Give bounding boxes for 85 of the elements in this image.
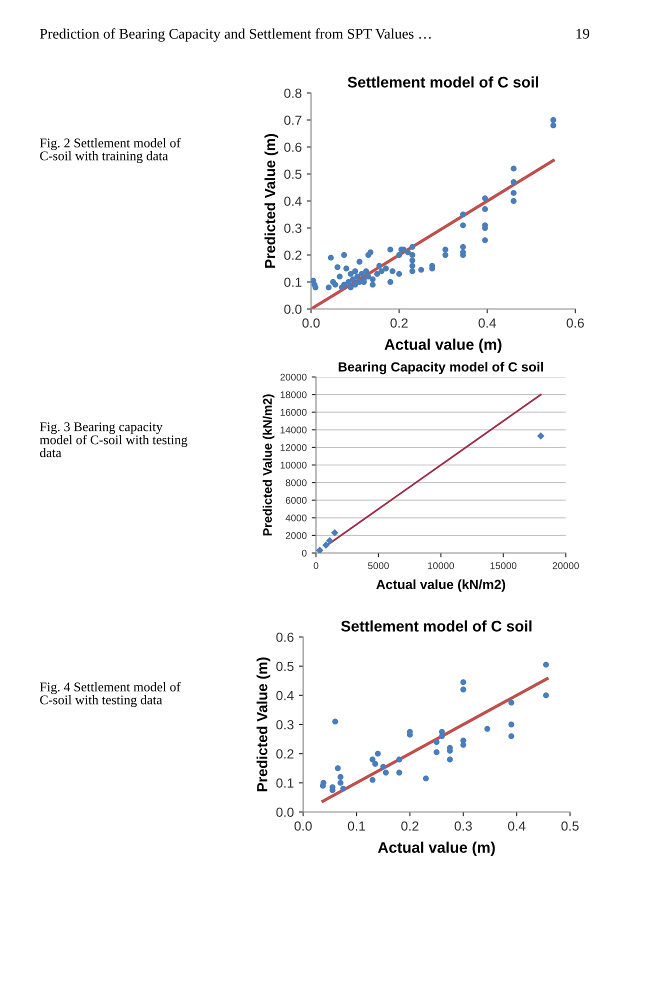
y-tick-label: 0.3 <box>284 224 302 233</box>
y-axis-title: Predicted Value (m) <box>256 658 270 792</box>
text: Prediction of Bearing Capacity and Settlement from SPT Values … <box>40 28 431 42</box>
y-tick-label: 0.4 <box>284 196 302 206</box>
point <box>434 749 440 756</box>
point <box>508 722 514 728</box>
point <box>396 770 402 776</box>
point <box>543 692 549 698</box>
point <box>380 764 386 770</box>
y-tick-label: 4000 <box>286 514 307 522</box>
y-tick-label: 10000 <box>280 462 307 469</box>
x-tick-label: 10000 <box>428 562 454 570</box>
point <box>446 756 453 762</box>
point <box>508 733 514 740</box>
y-tick-label: 14000 <box>280 426 307 434</box>
caption: Fig. 2 Settlement model of C-soil with training data <box>40 138 181 164</box>
point <box>326 537 334 544</box>
y-tick-label: 2000 <box>286 532 307 540</box>
x-tick-label: 0.5 <box>561 821 579 831</box>
y-tick-label: 0.3 <box>276 720 294 730</box>
point <box>332 718 338 725</box>
y-tick-label: 0.0 <box>284 304 302 314</box>
chart-title: Settlement model of C soil <box>348 76 538 88</box>
y-tick-label: 0.5 <box>276 662 294 672</box>
point <box>434 739 440 745</box>
y-tick-label: 0 <box>302 550 307 557</box>
y-axis-title: Predicted Value (kN/m2) <box>262 394 274 536</box>
x-tick-label: 0.6 <box>566 318 584 328</box>
point <box>460 686 466 692</box>
x-tick-label: 0.3 <box>454 821 472 831</box>
x-tick-label: 0.0 <box>302 318 320 328</box>
y-tick-label: 12000 <box>280 444 307 452</box>
y-tick-label: 0.7 <box>284 116 302 125</box>
point <box>338 780 344 786</box>
y-axis-title: Predicted Value (m) <box>264 134 278 268</box>
y-tick-label: 0.0 <box>276 808 294 817</box>
x-tick-label: 0.2 <box>401 821 418 831</box>
y-tick-label: 0.5 <box>284 170 302 179</box>
text: 19 <box>576 28 590 39</box>
point <box>316 546 324 553</box>
point <box>508 700 514 706</box>
point <box>396 756 402 762</box>
point <box>331 529 338 536</box>
point <box>460 679 466 686</box>
y-tick-label: 20000 <box>280 374 307 381</box>
point <box>340 786 346 792</box>
y-tick-label: 0.4 <box>276 690 294 700</box>
x-tick-label: 0.1 <box>348 821 366 831</box>
point <box>372 760 378 767</box>
point <box>338 774 344 780</box>
x-axis-title: Actual value (kN/m2) <box>376 579 506 592</box>
y-tick-label: 8000 <box>286 479 307 486</box>
x-tick-label: 20000 <box>552 562 579 570</box>
caption: Fig. 4 Settlement model of C-soil with testing data <box>40 682 181 708</box>
x-tick-label: 0.4 <box>478 318 496 328</box>
y-tick-label: 0.2 <box>284 250 302 260</box>
y-tick-label: 0.1 <box>284 278 302 287</box>
y-tick-label: 0.2 <box>276 749 294 759</box>
point <box>543 662 549 668</box>
point <box>370 776 376 783</box>
x-tick-label: 0.4 <box>508 821 526 831</box>
point <box>334 765 341 772</box>
caption: Fig. 3 Bearing capacity model of C-soil with testing data <box>40 422 188 458</box>
x-tick-label: 15000 <box>490 562 516 570</box>
point <box>422 776 429 782</box>
chart-title: Bearing Capacity model of C soil <box>338 362 543 374</box>
point <box>370 756 376 762</box>
y-tick-label: 0.1 <box>276 778 294 788</box>
point <box>374 750 381 757</box>
x-axis-title: Actual value (m) <box>384 338 502 353</box>
y-tick-label: 16000 <box>280 408 307 416</box>
y-tick-label: 0.8 <box>284 88 302 98</box>
y-tick-label: 0.6 <box>276 632 294 642</box>
x-axis-title: Actual value (m) <box>378 842 495 856</box>
point <box>382 770 389 776</box>
point <box>484 726 490 732</box>
point <box>322 541 330 549</box>
x-tick-label: 5000 <box>368 562 389 570</box>
x-tick-label: 0.2 <box>390 318 408 328</box>
chart-title: Settlement model of C soil <box>341 620 532 632</box>
point <box>537 432 544 440</box>
y-tick-label: 6000 <box>286 496 307 504</box>
y-tick-label: 18000 <box>280 391 307 398</box>
x-tick-label: 0 <box>314 562 318 570</box>
y-tick-label: 0.6 <box>284 142 302 152</box>
